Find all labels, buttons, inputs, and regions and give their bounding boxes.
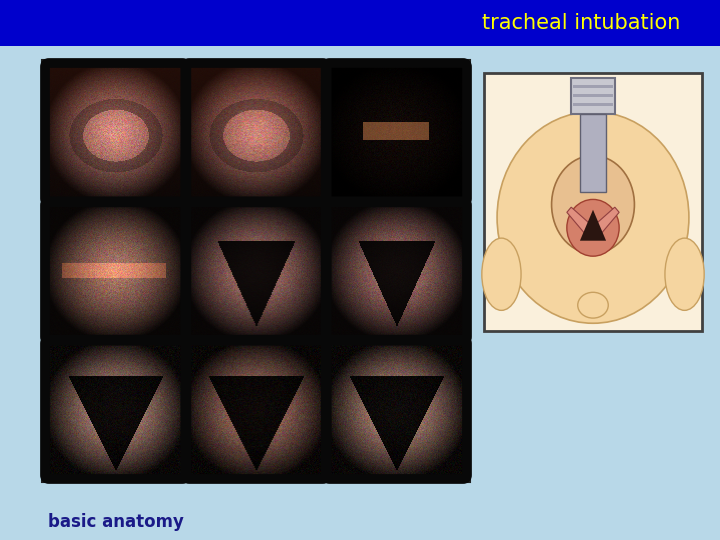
Bar	[0, 0, 720, 46]
Polygon shape	[580, 210, 606, 241]
Bar	[571, 78, 615, 114]
Text: basic anatomy: basic anatomy	[48, 513, 184, 531]
Bar	[42, 60, 470, 482]
Bar	[573, 85, 613, 88]
Bar	[573, 94, 613, 97]
Bar	[580, 114, 606, 192]
Ellipse shape	[482, 238, 521, 310]
Ellipse shape	[577, 292, 608, 318]
Ellipse shape	[665, 238, 704, 310]
Bar	[573, 103, 613, 106]
Ellipse shape	[497, 112, 689, 323]
Polygon shape	[598, 207, 619, 238]
Bar	[484, 73, 702, 331]
Text: tracheal intubation: tracheal intubation	[482, 13, 680, 33]
Polygon shape	[567, 207, 589, 238]
Ellipse shape	[552, 156, 634, 254]
Ellipse shape	[567, 199, 619, 256]
